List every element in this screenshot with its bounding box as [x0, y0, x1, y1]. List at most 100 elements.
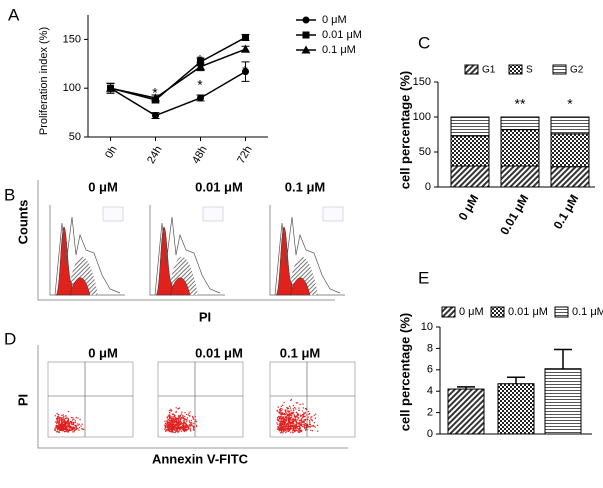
scatter-dot — [300, 423, 302, 425]
scatter-dot — [280, 423, 282, 425]
scatter-dot — [183, 418, 185, 420]
y-tick-label: 50 — [69, 131, 81, 143]
scatter-dot — [182, 427, 185, 429]
scatter-dot — [75, 416, 78, 419]
scatter-dot — [190, 422, 192, 425]
scatter-dot — [173, 420, 176, 423]
y-tick-label: 50 — [419, 146, 431, 158]
legend-swatch — [508, 64, 523, 75]
scatter-dot — [284, 416, 287, 419]
scatter-dot — [176, 430, 178, 432]
scatter-dot — [78, 423, 81, 425]
scatter-dot — [292, 428, 295, 431]
scatter-dot — [303, 413, 305, 416]
scatter-dot — [177, 407, 180, 410]
scatter-dot — [297, 402, 299, 404]
scatter-dot — [174, 421, 176, 424]
scatter-dot — [313, 422, 316, 424]
data-point — [151, 93, 160, 102]
frame — [37, 180, 335, 301]
scatter-dot — [175, 421, 177, 423]
scatter-dot — [60, 424, 62, 426]
condition-label: 0 μM — [88, 179, 118, 194]
scatter-dot — [172, 419, 174, 422]
scatter-dot — [73, 428, 76, 430]
scatter-dot — [287, 413, 289, 415]
scatter-dot — [280, 415, 282, 417]
scatter-dot — [183, 429, 185, 432]
scatter-dot — [170, 425, 172, 428]
scatter-dot — [175, 411, 177, 414]
scatter-dot — [57, 414, 59, 416]
scatter-dot — [61, 425, 64, 428]
scatter-dot — [55, 418, 58, 420]
scatter-dot — [185, 430, 187, 432]
scatter-dot — [171, 416, 173, 418]
scatter-dot — [288, 414, 291, 416]
significance-mark: * — [152, 85, 158, 101]
scatter-dot — [74, 424, 76, 427]
scatter-dot — [164, 422, 167, 425]
panel-letter: C — [418, 33, 430, 52]
scatter-dot — [72, 419, 74, 421]
scatter-dot — [279, 416, 281, 419]
scatter-dot — [281, 427, 283, 429]
scatter-dot — [176, 417, 178, 420]
scatter-dot — [282, 422, 284, 424]
scatter-dot — [279, 422, 281, 424]
scatter-dot — [193, 426, 195, 428]
scatter-dot — [280, 432, 282, 434]
scatter-dot — [67, 420, 70, 422]
scatter-dot — [296, 425, 299, 428]
scatter-dot — [185, 426, 187, 428]
bar-segment — [500, 165, 540, 188]
scatter-dot — [289, 407, 292, 409]
scatter-dot — [74, 421, 77, 424]
scatter-dot — [165, 430, 167, 432]
scatter-dot — [81, 423, 83, 425]
scatter-dot — [177, 425, 179, 427]
scatter-dot — [173, 414, 176, 416]
scatter-dot — [288, 422, 290, 424]
scatter-dot — [190, 430, 192, 432]
scatter-dot — [278, 428, 280, 430]
series-line — [110, 48, 246, 99]
scatter-dot — [178, 419, 180, 421]
scatter-dot — [57, 424, 60, 426]
legend-marker — [302, 31, 310, 39]
scatter-dot — [299, 403, 301, 406]
scatter-dot — [74, 429, 77, 431]
scatter-dot — [54, 427, 56, 429]
scatter-dot — [280, 409, 282, 412]
scatter-dot — [187, 426, 189, 428]
scatter-dot — [298, 409, 300, 412]
scatter-dot — [189, 426, 191, 428]
scatter-dot — [75, 426, 78, 428]
scatter-dot — [293, 409, 295, 412]
scatter-dot — [179, 420, 181, 422]
scatter-dot — [83, 428, 85, 430]
scatter-dot — [176, 418, 178, 421]
scatter-dot — [303, 416, 305, 418]
scatter-dot — [294, 406, 296, 409]
scatter-dot — [282, 404, 284, 406]
scatter-dot — [62, 414, 64, 416]
scatter-dot — [186, 420, 188, 423]
scatter-dot — [282, 425, 285, 428]
significance-mark: * — [567, 96, 573, 112]
bar-segment — [550, 166, 590, 188]
scatter-dot — [62, 419, 65, 421]
scatter-dot — [178, 428, 180, 430]
legend-swatch — [464, 64, 479, 75]
scatter-dot — [65, 415, 67, 417]
g1-peak — [275, 226, 293, 296]
scatter-dot — [316, 424, 319, 426]
scatter-dot — [280, 427, 282, 429]
scatter-dot — [164, 427, 167, 429]
scatter-dot — [286, 412, 288, 414]
condition-label: 0.01 μM — [195, 345, 243, 360]
scatter-dot — [276, 422, 278, 424]
scatter-dot — [295, 408, 297, 410]
scatter-dot — [78, 426, 81, 428]
scatter-dot — [300, 418, 303, 420]
